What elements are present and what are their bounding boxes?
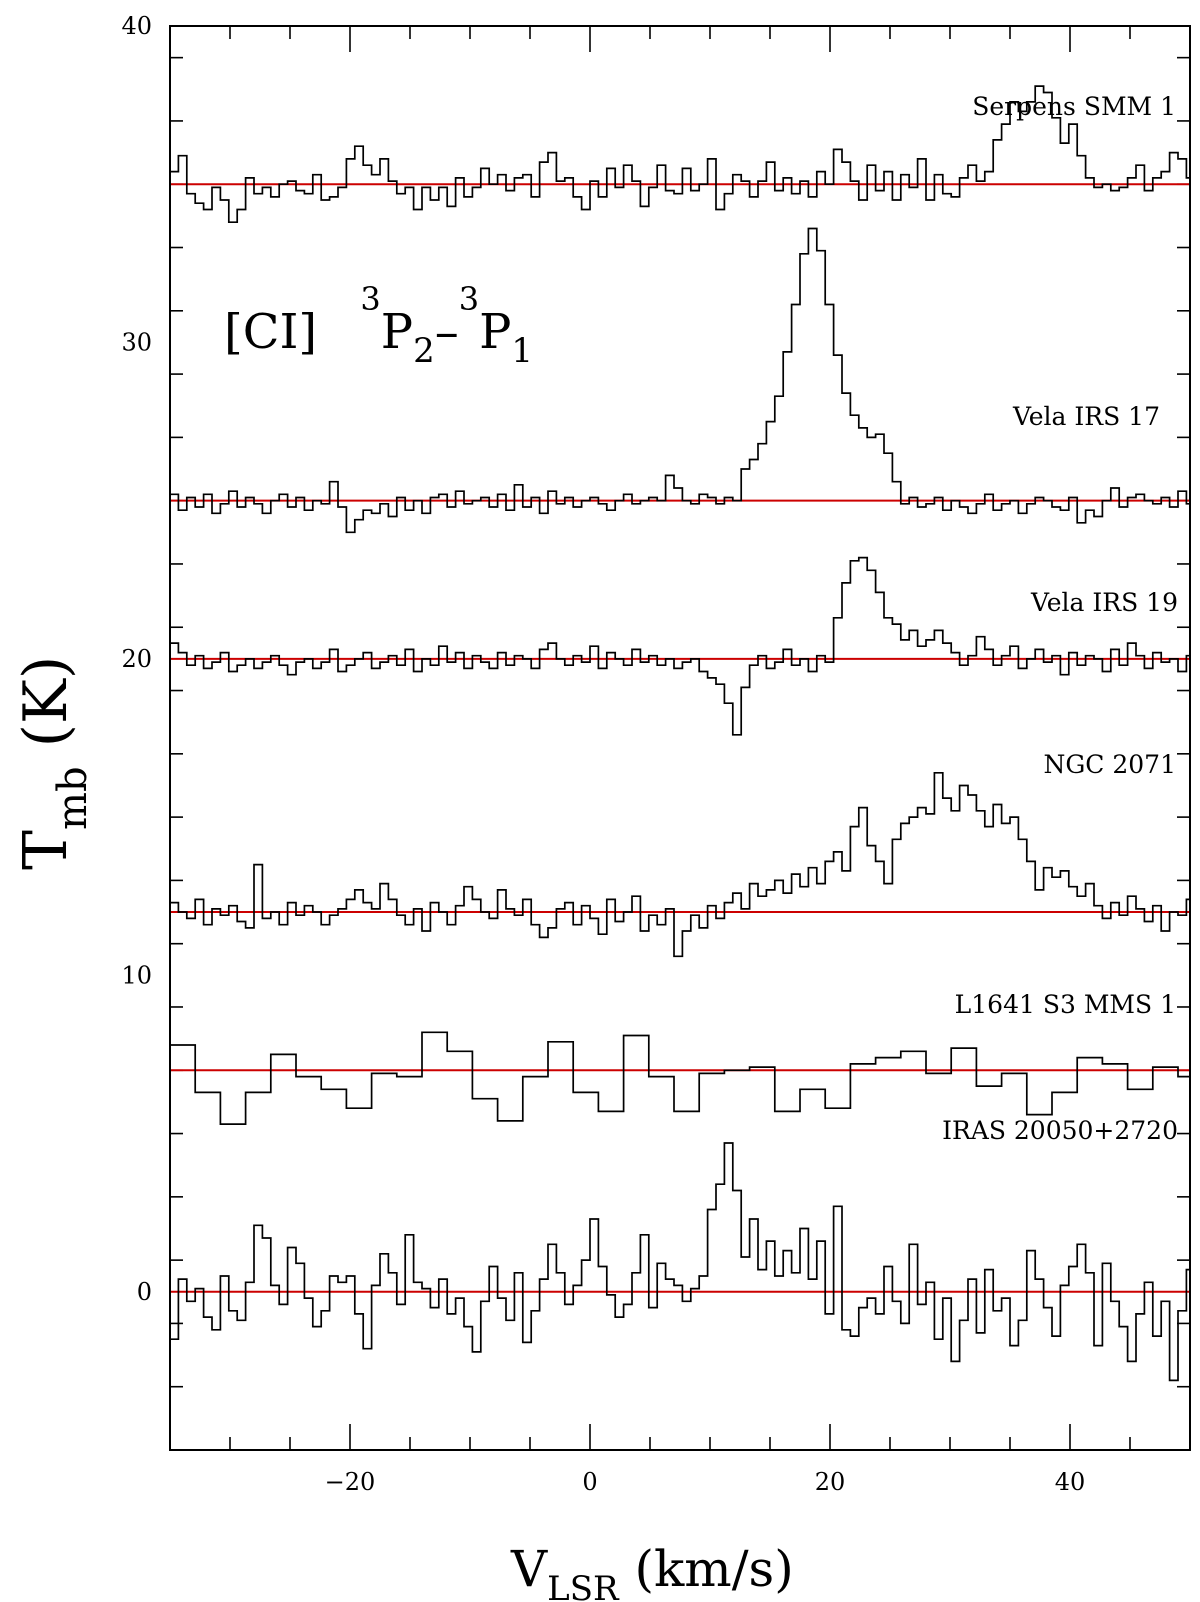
series-label: L1641 S3 MMS 1 bbox=[955, 990, 1176, 1019]
x-tick-label: 20 bbox=[815, 1468, 846, 1496]
spectrum-line bbox=[170, 771, 1190, 958]
spectrum-line bbox=[170, 556, 1190, 736]
y-tick-label: 20 bbox=[121, 645, 152, 673]
transition-annotation: [CI] 3P2–3P1 bbox=[224, 280, 533, 371]
spectrum-line bbox=[170, 1142, 1190, 1382]
x-tick-label: 0 bbox=[582, 1468, 597, 1496]
spectrum-line bbox=[170, 227, 1190, 534]
x-tick-label: −20 bbox=[325, 1468, 376, 1496]
series-label: NGC 2071 bbox=[1043, 750, 1176, 779]
y-tick-label: 30 bbox=[121, 328, 152, 356]
y-tick-label: 40 bbox=[121, 12, 152, 40]
spectrum-line bbox=[170, 85, 1190, 224]
y-tick-label: 0 bbox=[137, 1278, 152, 1306]
axis-ticks bbox=[169, 26, 1191, 1451]
series-label: Vela IRS 19 bbox=[1030, 588, 1178, 617]
series-labels: Serpens SMM 1 Vela IRS 17 Vela IRS 19 NGC 2… bbox=[942, 92, 1178, 1145]
y-axis-title: Tmb (K) bbox=[11, 656, 96, 870]
baselines bbox=[170, 183, 1190, 1293]
series-label: Serpens SMM 1 bbox=[972, 92, 1176, 121]
y-tick-label: 10 bbox=[121, 961, 152, 989]
x-axis-title: VLSR (km/s) bbox=[510, 1540, 794, 1602]
series-label: Vela IRS 17 bbox=[1012, 402, 1160, 431]
spectra bbox=[170, 85, 1190, 1382]
x-tick-label: 40 bbox=[1055, 1468, 1086, 1496]
tick-labels: −20 0 20 40 0 10 20 30 40 bbox=[121, 12, 1085, 1496]
spectrum-line bbox=[170, 1031, 1190, 1125]
series-label: IRAS 20050+2720 bbox=[942, 1116, 1178, 1145]
plot-frame bbox=[169, 25, 1191, 1451]
